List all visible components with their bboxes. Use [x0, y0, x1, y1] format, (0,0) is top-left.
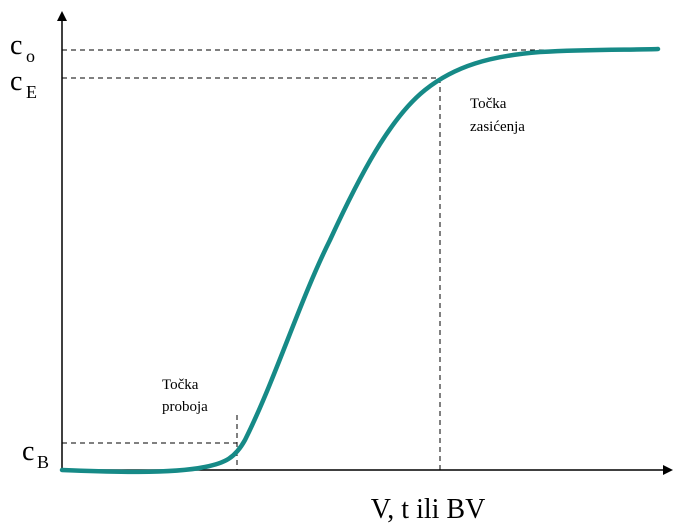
level-subscript: o [26, 46, 35, 66]
x-axis-label: V, t ili BV [371, 494, 486, 525]
level-subscript: E [26, 82, 37, 102]
annotation-line: proboja [162, 399, 208, 415]
level-symbol: c [10, 30, 22, 61]
level-symbol: c [22, 436, 34, 467]
breakthrough-curve [59, 46, 661, 475]
level-symbol: c [10, 66, 22, 97]
annotation-line: zasićenja [470, 119, 525, 135]
annotation-line: Točka [470, 96, 507, 112]
annotation-line: Točka [162, 377, 199, 393]
level-subscript: B [37, 452, 49, 472]
